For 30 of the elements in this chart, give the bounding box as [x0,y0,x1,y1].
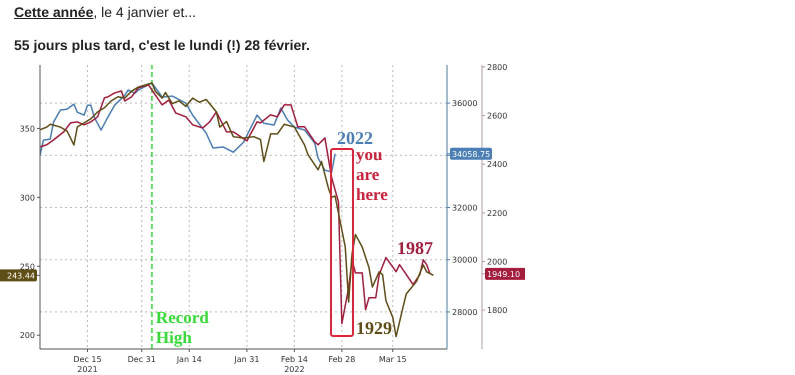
x-tick-label: Jan 14 [176,355,202,364]
y3-tick-label: 1800 [487,306,508,316]
y3-tick-label: 2600 [487,112,508,121]
y2-tick-label: 34058.75 [452,150,490,159]
y3-tick-label: 2200 [487,208,508,218]
y-tick-label: 350 [20,124,35,134]
y2-tick-label: 28000 [452,308,478,317]
y3-tick-label: 2000 [487,257,508,266]
y2-tick-label: 32000 [452,204,478,213]
line-series [40,82,336,173]
y-tick-label: 300 [20,193,35,202]
y3-tick-label: 2400 [487,160,508,170]
y-tick-label: 200 [20,331,35,340]
x-tick-label: Feb 28 [328,355,356,364]
y-tick-label: 250 [20,262,35,272]
y-tick-label: 243.44 [7,271,35,280]
series-label: 1929 [356,318,392,339]
chart-subtitle: 55 jours plus tard, c'est le lundi (!) 28 février. [14,37,310,53]
x-tick-label: Feb 14 2022 [280,355,308,374]
x-tick-label: Dec 15 2021 [73,355,102,374]
y2-tick-label: 30000 [452,256,478,265]
x-tick-label: Jan 31 [233,355,260,364]
series-label: 1987 [397,238,433,259]
y2-tick-label: 36000 [452,99,478,108]
chart-title: Cette année, le 4 janvier et... [14,4,196,20]
y3-tick-label: 2800 [487,62,508,72]
ref-line-label: Record High [156,308,210,347]
x-tick-label: Mar 15 [378,355,407,364]
y3-tick-label: 1949.10 [487,270,520,279]
x-tick-label: Dec 31 [128,355,156,364]
